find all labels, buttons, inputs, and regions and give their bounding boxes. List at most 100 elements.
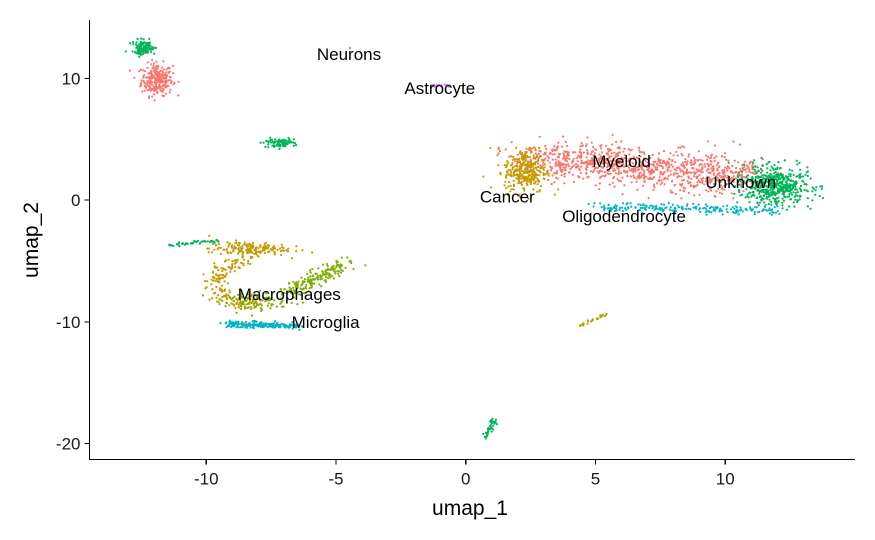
data-point [249, 323, 252, 326]
data-point [799, 194, 802, 197]
data-point [800, 189, 803, 193]
data-point [667, 174, 670, 178]
data-point [604, 158, 607, 161]
data-point [764, 180, 767, 183]
data-point [528, 171, 531, 174]
data-point [269, 141, 273, 144]
data-point [327, 276, 330, 279]
data-point [211, 297, 214, 300]
data-point [802, 175, 805, 178]
data-point [768, 212, 771, 215]
data-point [146, 51, 149, 54]
data-point [687, 191, 691, 195]
data-point [161, 71, 165, 74]
data-point [787, 186, 791, 189]
data-point [139, 43, 142, 46]
data-point [249, 251, 252, 254]
data-point [809, 177, 812, 180]
data-point [536, 153, 539, 157]
data-point [821, 185, 824, 188]
data-point [525, 182, 528, 185]
data-point [207, 251, 210, 254]
data-point [283, 291, 286, 295]
data-point [282, 323, 285, 326]
data-point [237, 252, 240, 255]
data-point [219, 252, 222, 255]
data-point [172, 72, 175, 75]
data-point [220, 277, 223, 280]
data-point [739, 167, 742, 170]
data-point [621, 206, 624, 209]
data-point [550, 182, 553, 186]
data-point [526, 165, 529, 169]
data-point [721, 213, 724, 216]
data-point [696, 181, 699, 184]
data-point [793, 182, 797, 185]
data-point [680, 163, 683, 166]
data-point [775, 173, 778, 177]
data-point [681, 161, 684, 165]
data-point [555, 148, 558, 152]
data-point [688, 181, 691, 184]
data-point [291, 292, 294, 295]
data-point [708, 179, 711, 182]
data-point [705, 177, 708, 180]
data-point [159, 81, 162, 84]
data-point [239, 295, 242, 298]
data-point [131, 40, 135, 44]
data-point [215, 285, 218, 288]
data-point [693, 185, 696, 188]
data-point [241, 326, 244, 329]
data-point [225, 297, 229, 300]
data-point [254, 301, 257, 304]
data-point [718, 209, 721, 212]
data-point [536, 190, 539, 193]
data-point [155, 46, 158, 50]
data-point [143, 89, 146, 92]
data-point [778, 167, 782, 170]
data-point [653, 176, 656, 179]
data-point [269, 307, 272, 310]
data-point [526, 162, 529, 165]
data-point [534, 180, 537, 183]
data-point [539, 170, 542, 173]
data-point [747, 196, 750, 199]
data-point [212, 276, 216, 279]
data-point [781, 201, 784, 204]
data-point [616, 164, 619, 168]
data-point [654, 160, 657, 163]
data-point [215, 239, 218, 242]
data-point [594, 166, 597, 169]
data-point [164, 85, 167, 88]
data-point [539, 184, 543, 188]
data-point [668, 158, 671, 161]
data-point [259, 299, 262, 302]
data-point [755, 176, 758, 179]
data-point [531, 176, 534, 179]
data-point [806, 166, 809, 169]
data-point [684, 158, 687, 161]
data-point [707, 165, 710, 168]
data-point [262, 141, 265, 144]
data-point [682, 189, 685, 192]
data-point [700, 179, 704, 182]
data-point [721, 192, 724, 195]
data-point [143, 70, 147, 73]
data-point [688, 153, 691, 156]
data-point [257, 247, 260, 250]
data-point [698, 193, 701, 196]
data-point [520, 169, 524, 173]
data-point [513, 160, 517, 163]
data-point [307, 276, 310, 279]
data-point [505, 174, 508, 177]
data-point [606, 166, 609, 169]
data-point [259, 251, 262, 254]
data-point [679, 146, 682, 149]
data-point [806, 205, 810, 208]
data-point [261, 299, 264, 302]
data-point [213, 241, 216, 244]
data-point [629, 163, 632, 166]
data-point [703, 183, 706, 186]
data-point [648, 206, 651, 209]
data-point [777, 161, 780, 164]
